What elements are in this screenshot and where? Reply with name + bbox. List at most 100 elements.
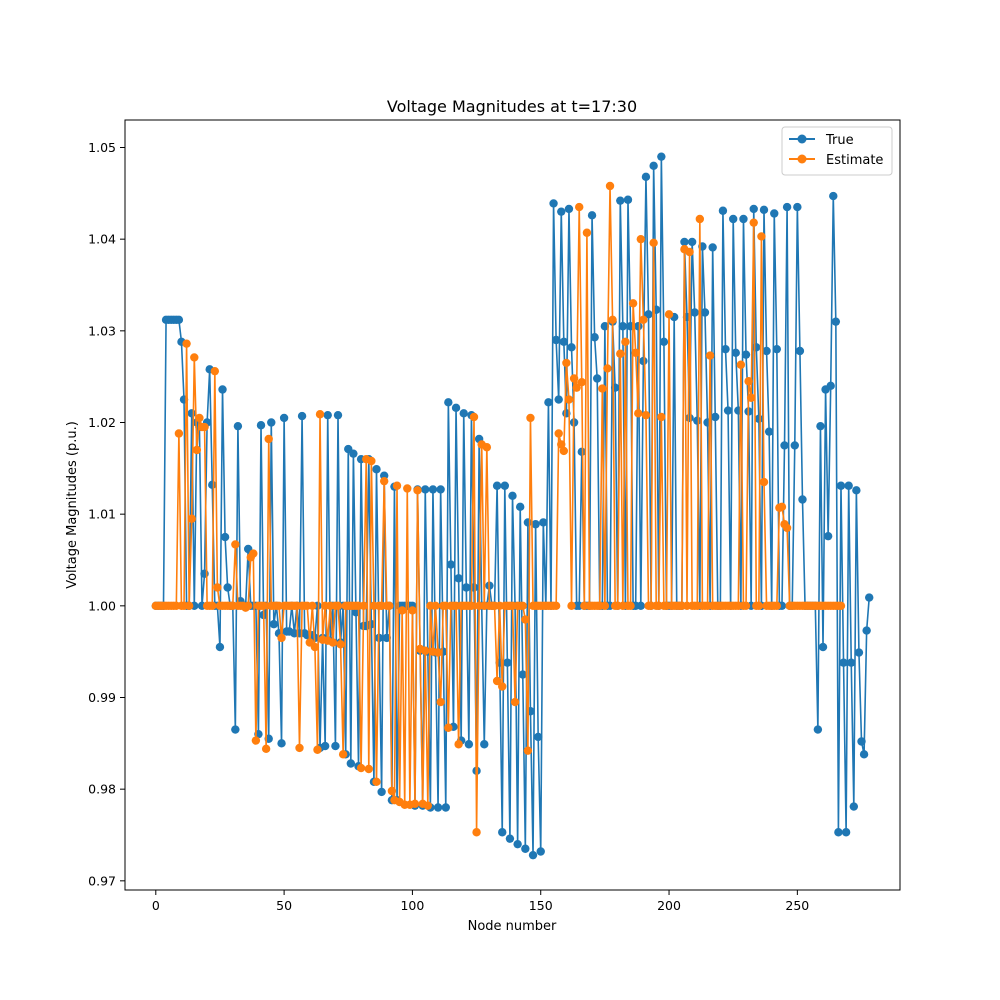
data-point-true (462, 583, 471, 592)
data-point-true (590, 333, 599, 342)
data-point-estimate (364, 764, 373, 774)
data-point-estimate (195, 413, 204, 423)
data-point-true (279, 413, 289, 423)
legend-marker-true (797, 134, 807, 144)
data-point-estimate (308, 601, 317, 611)
data-point-estimate (621, 337, 630, 347)
data-point-true (623, 195, 633, 204)
x-tick-label: 100 (400, 898, 424, 913)
data-point-estimate (385, 601, 394, 611)
data-point-true (762, 346, 771, 356)
data-point-true (659, 337, 669, 347)
legend-label-true: True (825, 133, 854, 148)
data-point-true (223, 583, 232, 592)
data-point-estimate (367, 456, 376, 466)
y-tick-label: 1.05 (88, 140, 116, 155)
y-tick-label: 1.03 (88, 323, 116, 338)
data-point-estimate (184, 601, 194, 611)
data-point-true (421, 485, 430, 494)
data-point-estimate (498, 682, 507, 691)
data-point-true (857, 737, 866, 746)
data-point-estimate (277, 633, 286, 643)
data-point-true (831, 317, 841, 326)
data-point-estimate (575, 202, 584, 212)
data-point-true (657, 152, 666, 161)
data-point-estimate (777, 502, 787, 512)
data-point-estimate (605, 181, 615, 191)
data-point-true (616, 196, 625, 205)
data-point-true (723, 406, 733, 415)
data-point-estimate (649, 238, 658, 248)
data-point-true (610, 383, 620, 392)
data-point-estimate (359, 601, 368, 611)
x-tick-label: 50 (276, 898, 292, 913)
data-point-true (718, 206, 728, 215)
data-point-true (539, 518, 548, 527)
data-point-estimate (492, 676, 502, 686)
data-point-true (382, 633, 391, 643)
data-point-estimate (521, 615, 530, 624)
data-point-estimate (190, 353, 199, 362)
data-point-true (492, 481, 502, 490)
data-point-estimate (523, 746, 533, 755)
data-point-true (377, 787, 386, 797)
data-point-true (536, 847, 545, 856)
data-point-true (331, 741, 340, 751)
data-point-true (764, 427, 774, 436)
data-point-estimate (641, 410, 651, 420)
data-point-estimate (454, 740, 463, 749)
data-point-true (780, 441, 789, 450)
data-point-true (554, 395, 563, 404)
data-point-estimate (372, 777, 381, 787)
data-point-true (218, 385, 227, 394)
data-point-true (829, 191, 838, 201)
x-axis-ticks: 0 50 100 150 200 250 (152, 890, 809, 913)
data-point-true (649, 161, 658, 171)
data-point-true (823, 531, 833, 541)
data-point-estimate (616, 349, 625, 358)
data-point-estimate (569, 374, 579, 383)
data-point-estimate (208, 601, 217, 611)
y-tick-label: 1.01 (88, 507, 116, 522)
data-point-true (752, 343, 761, 352)
data-point-true (854, 648, 864, 657)
legend: True Estimate (781, 126, 893, 176)
data-point-true (749, 204, 758, 214)
data-point-true (433, 803, 443, 812)
data-point-true (480, 740, 489, 749)
data-point-estimate (333, 601, 343, 611)
data-point-true (693, 416, 702, 425)
x-axis-label: Node number (468, 919, 557, 934)
data-point-true (518, 670, 527, 679)
data-point-estimate (444, 723, 453, 732)
data-point-estimate (467, 601, 476, 611)
data-point-estimate (295, 743, 304, 753)
data-point-estimate (634, 409, 643, 418)
data-point-true (741, 350, 751, 359)
data-point-estimate (749, 218, 758, 227)
data-point-estimate (472, 828, 481, 837)
data-point-true (564, 204, 574, 214)
data-point-estimate (695, 214, 705, 224)
data-point-estimate (338, 750, 348, 759)
data-point-estimate (664, 310, 674, 319)
y-tick-label: 0.97 (88, 873, 116, 888)
data-point-true (500, 481, 509, 490)
data-point-estimate (582, 228, 592, 237)
data-point-true (729, 214, 738, 224)
y-axis-ticks: 0.97 0.98 0.99 1.00 1.01 1.02 1.03 1.04 1.05 (88, 140, 125, 888)
data-point-true (174, 315, 184, 325)
y-tick-label: 0.98 (88, 782, 116, 797)
data-point-estimate (213, 583, 222, 592)
plot-frame (124, 119, 901, 891)
data-point-true (793, 202, 802, 212)
data-point-estimate (626, 601, 635, 611)
data-point-true (600, 322, 610, 331)
data-point-true (459, 409, 468, 418)
data-point-true (636, 601, 646, 611)
data-point-estimate (410, 799, 420, 809)
data-point-true (759, 205, 769, 215)
data-point-estimate (572, 383, 581, 392)
data-point-true (505, 834, 515, 843)
data-point-true (508, 491, 517, 501)
